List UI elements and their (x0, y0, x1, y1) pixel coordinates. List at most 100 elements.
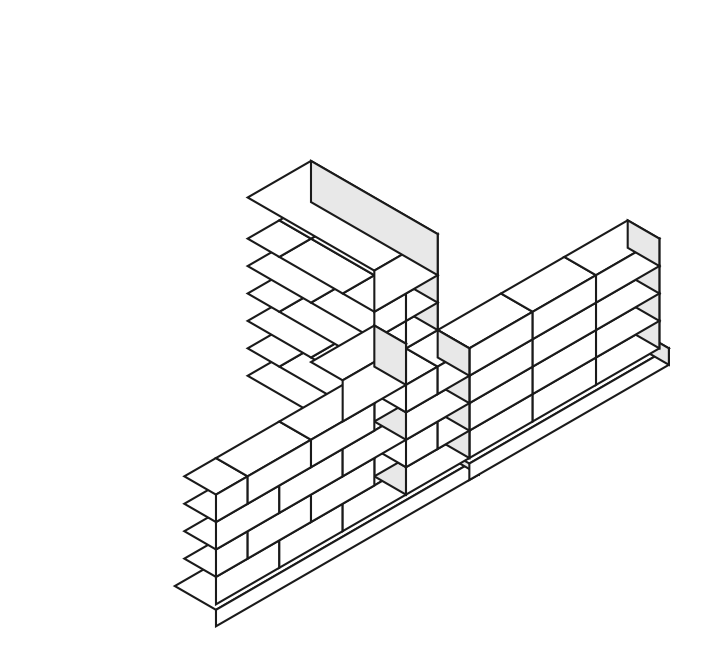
Polygon shape (564, 248, 660, 302)
Polygon shape (374, 403, 406, 449)
Polygon shape (311, 339, 406, 394)
Polygon shape (406, 358, 437, 403)
Polygon shape (374, 348, 406, 394)
Polygon shape (175, 434, 479, 610)
Polygon shape (470, 312, 533, 376)
Polygon shape (247, 248, 343, 302)
Polygon shape (374, 348, 437, 385)
Polygon shape (374, 266, 437, 330)
Polygon shape (343, 276, 406, 339)
Polygon shape (564, 220, 660, 276)
Polygon shape (374, 413, 470, 467)
Polygon shape (437, 321, 533, 376)
Polygon shape (216, 485, 280, 550)
Polygon shape (280, 294, 374, 348)
Polygon shape (501, 339, 596, 394)
Polygon shape (406, 413, 437, 458)
Polygon shape (247, 495, 311, 558)
Polygon shape (374, 257, 437, 294)
Polygon shape (247, 358, 343, 413)
Polygon shape (374, 294, 406, 339)
Polygon shape (406, 312, 437, 358)
Polygon shape (216, 531, 247, 577)
Polygon shape (374, 234, 437, 312)
Polygon shape (406, 385, 470, 421)
Polygon shape (437, 358, 470, 403)
Polygon shape (627, 220, 660, 266)
Polygon shape (247, 161, 437, 271)
Polygon shape (374, 394, 406, 439)
Polygon shape (216, 476, 247, 522)
Polygon shape (374, 431, 406, 476)
Polygon shape (311, 325, 406, 380)
Polygon shape (311, 202, 343, 248)
Polygon shape (311, 284, 374, 348)
Polygon shape (280, 339, 374, 394)
Polygon shape (343, 467, 406, 531)
Polygon shape (627, 248, 660, 294)
Polygon shape (533, 330, 596, 394)
Polygon shape (470, 367, 533, 431)
Polygon shape (406, 330, 437, 376)
Polygon shape (596, 321, 660, 385)
Polygon shape (216, 476, 311, 531)
Polygon shape (437, 413, 470, 458)
Polygon shape (374, 325, 406, 385)
Polygon shape (374, 358, 470, 413)
Polygon shape (216, 421, 311, 476)
Polygon shape (627, 302, 660, 348)
Polygon shape (406, 367, 437, 413)
Polygon shape (533, 358, 596, 421)
Polygon shape (406, 302, 437, 348)
Polygon shape (343, 330, 406, 367)
Polygon shape (596, 266, 660, 330)
Polygon shape (184, 522, 280, 577)
Polygon shape (564, 302, 660, 358)
Polygon shape (596, 294, 660, 358)
Polygon shape (343, 266, 437, 321)
Polygon shape (247, 431, 343, 485)
Polygon shape (311, 458, 374, 522)
Polygon shape (311, 312, 343, 358)
Polygon shape (280, 449, 343, 513)
Polygon shape (247, 330, 311, 367)
Polygon shape (247, 220, 311, 257)
Polygon shape (184, 467, 280, 522)
Polygon shape (406, 257, 437, 302)
Polygon shape (470, 339, 533, 403)
Polygon shape (311, 330, 406, 385)
Polygon shape (280, 202, 343, 239)
Polygon shape (406, 276, 437, 321)
Polygon shape (343, 321, 437, 376)
Polygon shape (374, 376, 406, 421)
Polygon shape (184, 513, 247, 550)
Polygon shape (374, 376, 437, 439)
Polygon shape (437, 434, 479, 474)
Polygon shape (311, 161, 437, 276)
Polygon shape (311, 284, 406, 339)
Polygon shape (470, 348, 669, 480)
Polygon shape (311, 339, 374, 403)
Polygon shape (280, 284, 374, 339)
Polygon shape (343, 330, 406, 394)
Polygon shape (343, 220, 406, 284)
Polygon shape (406, 376, 470, 439)
Polygon shape (343, 344, 406, 421)
Polygon shape (437, 348, 470, 394)
Polygon shape (247, 302, 343, 358)
Polygon shape (311, 220, 406, 276)
Polygon shape (280, 439, 374, 495)
Polygon shape (311, 394, 406, 449)
Polygon shape (374, 367, 437, 403)
Polygon shape (343, 376, 437, 431)
Polygon shape (533, 302, 596, 367)
Polygon shape (311, 449, 406, 504)
Polygon shape (311, 230, 374, 294)
Polygon shape (280, 348, 374, 403)
Polygon shape (216, 458, 479, 626)
Polygon shape (374, 312, 437, 348)
Polygon shape (406, 385, 437, 431)
Polygon shape (501, 312, 596, 367)
Polygon shape (374, 321, 437, 385)
Polygon shape (374, 321, 406, 367)
